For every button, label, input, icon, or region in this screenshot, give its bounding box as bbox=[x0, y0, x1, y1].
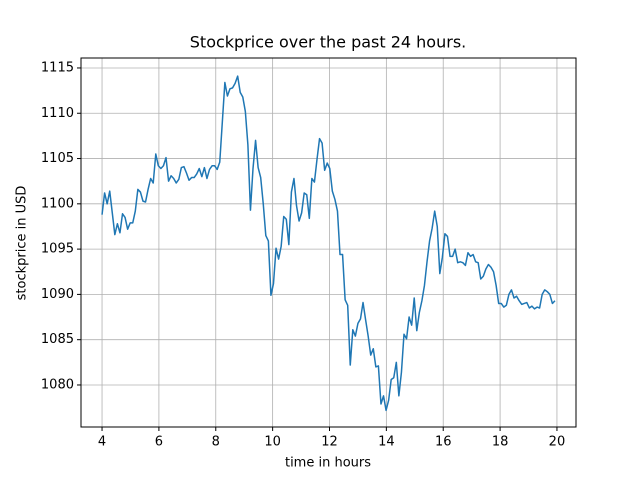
y-tick-label: 1100 bbox=[41, 196, 74, 211]
y-tick-label: 1095 bbox=[41, 242, 74, 257]
x-tick-label: 16 bbox=[435, 435, 452, 450]
x-axis-label: time in hours bbox=[285, 456, 371, 471]
grid bbox=[81, 58, 576, 427]
y-axis-label: stockprice in USD bbox=[15, 186, 30, 301]
x-tick-label: 14 bbox=[378, 435, 395, 450]
x-tick-label: 10 bbox=[264, 435, 281, 450]
y-tick-label: 1115 bbox=[41, 60, 74, 75]
y-tick-label: 1080 bbox=[41, 377, 74, 392]
x-tick-label: 12 bbox=[321, 435, 338, 450]
plot bbox=[101, 75, 556, 412]
x-tick-label: 18 bbox=[492, 435, 509, 450]
y-tick-label: 1090 bbox=[41, 287, 74, 302]
x-tick-label: 8 bbox=[212, 435, 220, 450]
x-tick-label: 20 bbox=[549, 435, 566, 450]
chart-title: Stockprice over the past 24 hours. bbox=[190, 33, 466, 52]
y-tick-label: 1085 bbox=[41, 332, 74, 347]
y-tick-label: 1105 bbox=[41, 151, 74, 166]
y-tick-label: 1110 bbox=[41, 106, 74, 121]
x-tick-label: 6 bbox=[155, 435, 163, 450]
price-line bbox=[101, 75, 556, 412]
axes-frame bbox=[80, 57, 577, 428]
ticks: 4 6 8 10 12 14 16 18 20 1080 1085 1090 1095 1100 1105 1… bbox=[41, 60, 565, 449]
x-tick-label: 4 bbox=[98, 435, 106, 450]
